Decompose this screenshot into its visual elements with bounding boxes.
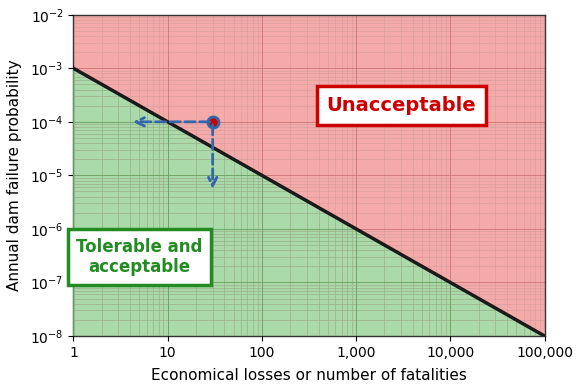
Y-axis label: Annual dam failure probability: Annual dam failure probability [7, 60, 22, 291]
X-axis label: Economical losses or number of fatalities: Economical losses or number of fatalitie… [151, 368, 467, 383]
Text: Tolerable and
acceptable: Tolerable and acceptable [76, 238, 202, 276]
Text: Unacceptable: Unacceptable [327, 96, 476, 115]
